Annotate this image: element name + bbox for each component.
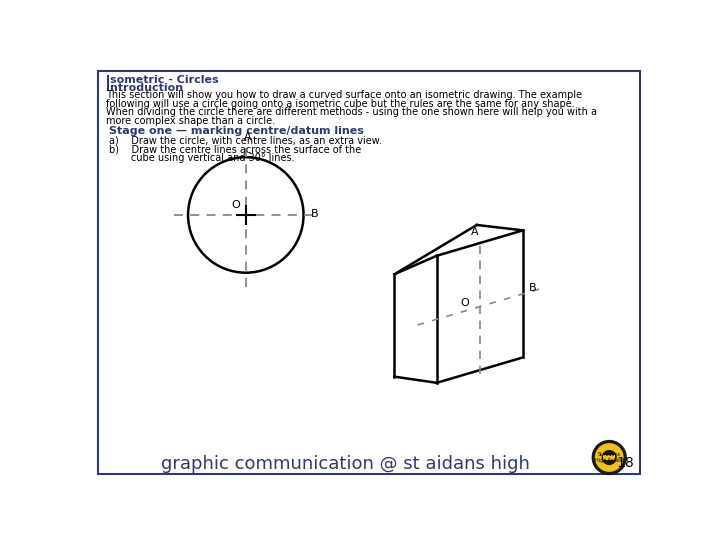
Text: O: O — [460, 299, 469, 308]
Text: more complex shape than a circle.: more complex shape than a circle. — [106, 116, 275, 126]
Text: B: B — [311, 209, 319, 219]
Circle shape — [602, 450, 617, 465]
Text: 18: 18 — [617, 456, 634, 470]
FancyBboxPatch shape — [98, 71, 640, 475]
Text: B: B — [529, 283, 537, 293]
Text: Isometric - Circles: Isometric - Circles — [106, 75, 218, 85]
Text: a)    Draw the circle, with centre lines, as an extra view.: a) Draw the circle, with centre lines, a… — [109, 136, 382, 146]
Text: graphic communication @ st aidans high: graphic communication @ st aidans high — [161, 455, 531, 472]
Circle shape — [595, 443, 624, 472]
Text: When dividing the circle there are different methods - using the one shown here : When dividing the circle there are diffe… — [106, 107, 597, 117]
Text: Stage one — marking centre/datum lines: Stage one — marking centre/datum lines — [109, 126, 364, 137]
Text: A: A — [243, 132, 251, 142]
Text: This section will show you how to draw a curved surface onto an isometric drawin: This section will show you how to draw a… — [106, 90, 582, 100]
Text: A: A — [471, 227, 478, 237]
Text: cube using vertical and 30° lines.: cube using vertical and 30° lines. — [109, 153, 294, 163]
Text: St.Aidans
High School: St.Aidans High School — [595, 452, 624, 463]
Text: b)    Draw the centre lines across the surface of the: b) Draw the centre lines across the surf… — [109, 144, 361, 154]
Text: Introduction: Introduction — [106, 83, 183, 92]
FancyBboxPatch shape — [603, 455, 615, 460]
Circle shape — [593, 441, 626, 475]
Text: following will use a circle going onto a isometric cube but the rules are the sa: following will use a circle going onto a… — [106, 99, 575, 109]
Text: O: O — [231, 200, 240, 210]
